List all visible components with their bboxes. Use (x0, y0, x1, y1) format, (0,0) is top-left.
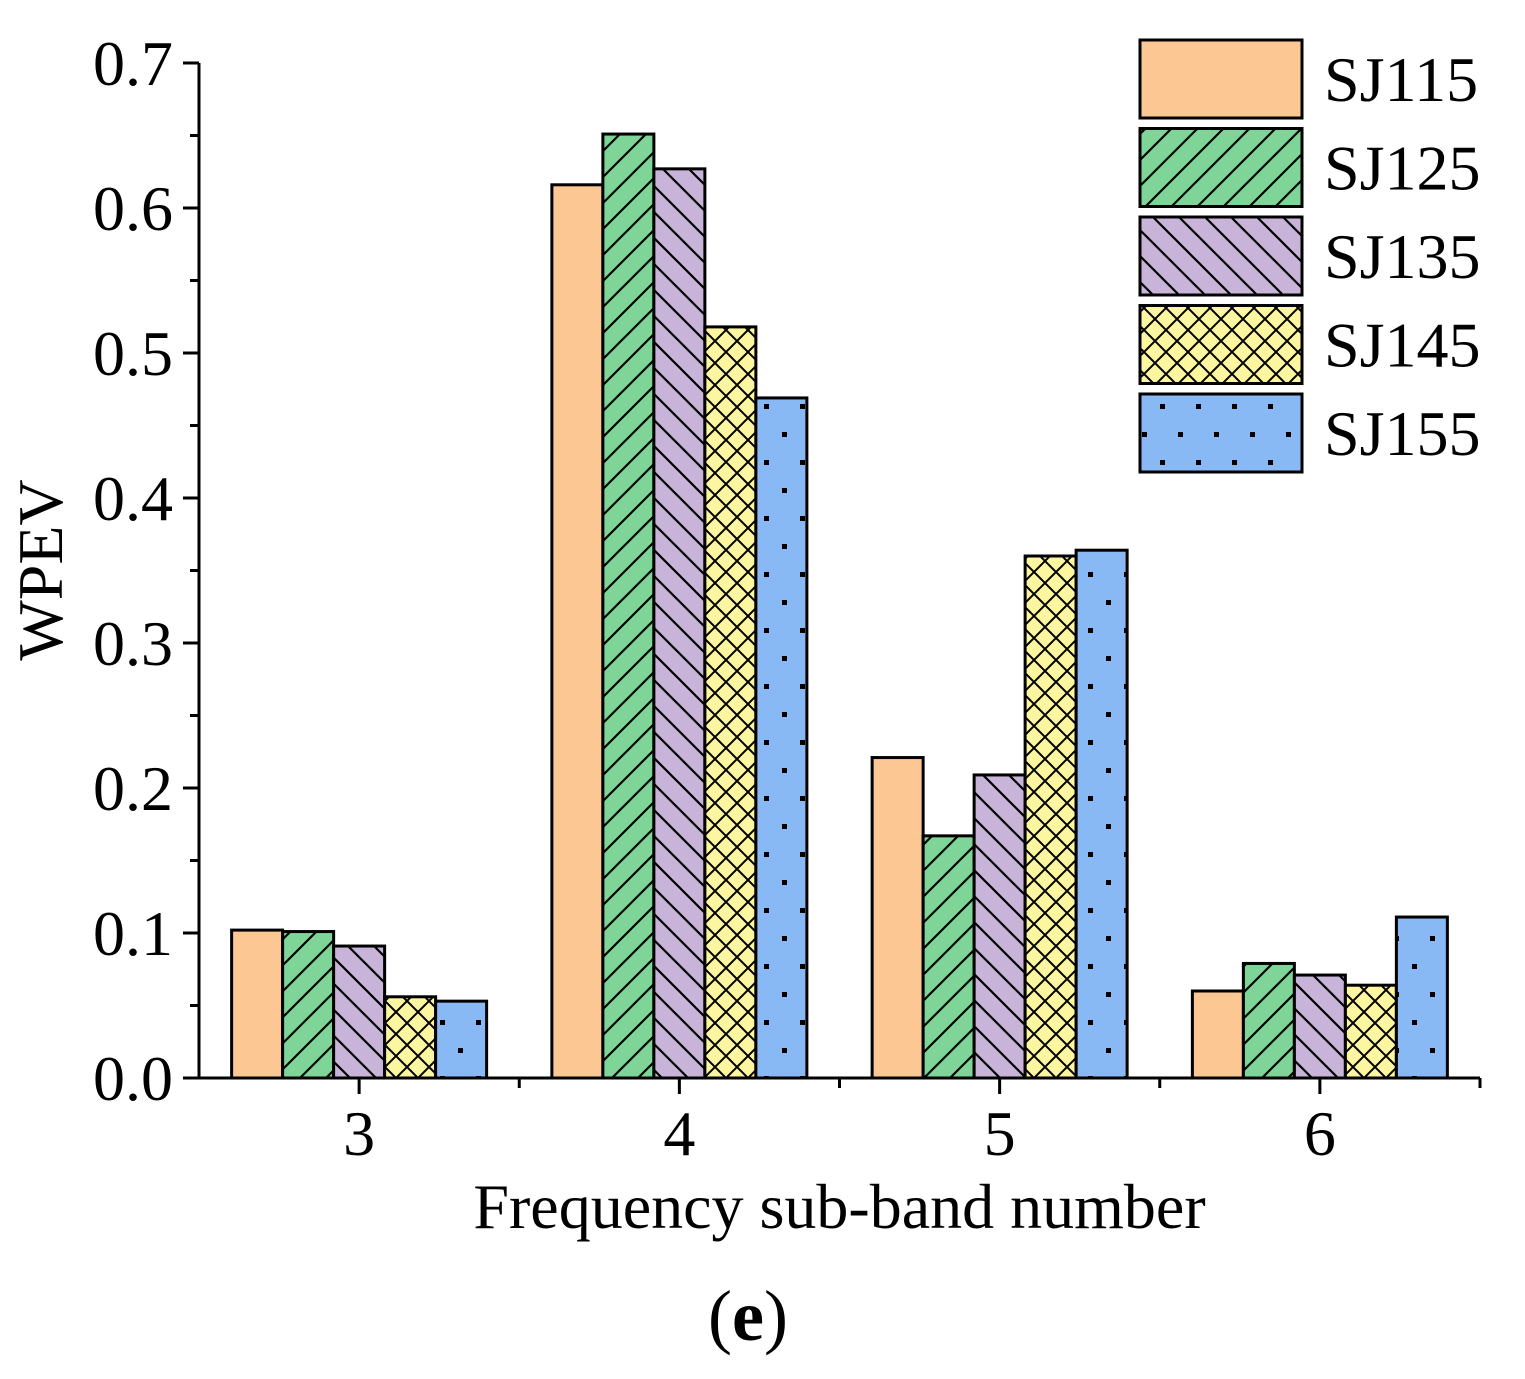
x-tick-label: 6 (1304, 1098, 1336, 1169)
bar-sj135-5-pattern (974, 774, 1026, 1078)
bar-sj155-4-pattern (755, 397, 807, 1078)
y-tick-label: 0.2 (93, 753, 173, 824)
y-tick-label: 0.4 (93, 463, 173, 534)
bar-sj115-6 (1192, 991, 1244, 1078)
bar-sj125-6-pattern (1243, 963, 1295, 1078)
panel-label-open: ( (708, 1276, 732, 1356)
legend-swatch-sj135-outline (1138, 215, 1304, 297)
bar-sj155-3-pattern (435, 1001, 487, 1078)
bar-sj155-6-pattern (1396, 917, 1448, 1078)
legend-swatch-sj125-pattern (1140, 128, 1302, 207)
legend-label-sj125: SJ125 (1324, 133, 1481, 204)
y-tick-label: 0.3 (93, 608, 173, 679)
legend-label-sj155: SJ155 (1324, 398, 1481, 469)
bar-sj125-5-pattern (923, 835, 975, 1078)
legend-swatch-sj155-pattern (1140, 394, 1302, 472)
bar-sj125-3-pattern (282, 931, 334, 1078)
legend-label-sj115: SJ115 (1324, 44, 1478, 115)
bars-layer (230, 132, 1449, 1080)
bar-sj135-3-pattern (333, 946, 385, 1078)
bar-sj115-3 (231, 930, 283, 1078)
bar-sj135-6-pattern (1294, 975, 1346, 1078)
bar-sj155-5-pattern (1076, 550, 1128, 1078)
panel-label-letter: e (732, 1276, 764, 1356)
y-axis-title: WPEV (5, 479, 76, 660)
legend-swatch-sj145-pattern (1140, 305, 1302, 384)
legend-swatch-sj125-outline (1138, 127, 1304, 208)
bar-sj115-5 (872, 757, 924, 1078)
bar-sj145-6-pattern (1345, 985, 1397, 1078)
bar-sj135-4-pattern (653, 168, 705, 1079)
y-tick-label: 0.7 (93, 28, 173, 99)
labels-layer: Frequency sub-band number WPEV (e) (5, 479, 1206, 1356)
bar-sj145-4-pattern (704, 326, 756, 1078)
legend-swatch-sj115-outline (1138, 38, 1304, 120)
x-tick-label: 4 (663, 1098, 695, 1169)
bar-sj145-5-pattern (1025, 556, 1077, 1078)
axes-layer: 0.0 0.1 0.2 0.3 0.4 0.5 0.6 0.7 3 4 5 6 (93, 28, 1482, 1169)
y-tick-label: 0.5 (93, 318, 173, 389)
x-axis-title: Frequency sub-band number (473, 1171, 1205, 1242)
panel-label: (e) (708, 1276, 788, 1356)
y-tick-label: 0.0 (93, 1043, 173, 1114)
legend-swatch-sj155-outline (1138, 392, 1304, 474)
panel-label-close: ) (764, 1276, 788, 1356)
legend-label-sj145: SJ145 (1324, 310, 1481, 381)
legend: SJ115 SJ125 SJ135 SJ145 SJ155 (1138, 38, 1481, 474)
x-tick-label: 3 (343, 1098, 375, 1169)
y-tick-label: 0.6 (93, 173, 173, 244)
bar-sj145-3-pattern (384, 996, 436, 1078)
y-tick-label: 0.1 (93, 898, 173, 969)
bar-sj115-4 (551, 184, 603, 1079)
legend-swatch-sj135-pattern (1140, 217, 1302, 295)
x-tick-label: 5 (984, 1098, 1016, 1169)
legend-swatch-sj145-outline (1138, 304, 1304, 385)
bar-sj125-4-pattern (602, 134, 654, 1079)
legend-swatch-sj115 (1140, 40, 1302, 118)
legend-label-sj135: SJ135 (1324, 221, 1481, 292)
